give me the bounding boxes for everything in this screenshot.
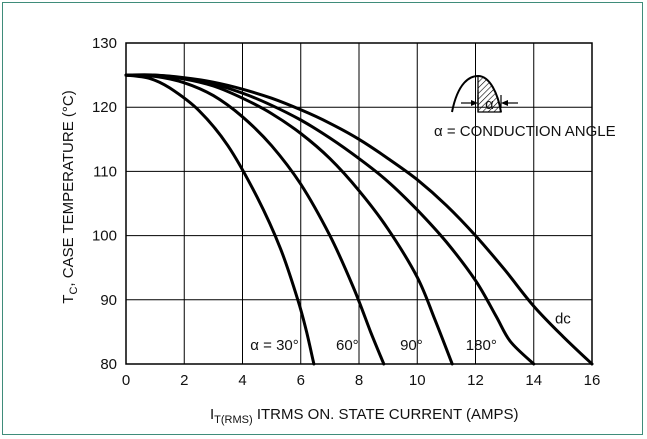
x-tick-label: 10 [409,372,426,389]
series-label-4: dc [555,311,571,328]
y-tick-label: 90 [100,292,117,309]
plot-border [125,42,593,365]
y-tick-label: 100 [92,228,117,245]
series-line-3 [124,73,536,366]
x-tick-label: 12 [467,372,484,389]
grid [125,42,593,365]
x-tick-label: 8 [355,372,363,389]
series-label-1: 60° [336,337,359,354]
series-group [124,73,594,366]
series-line-2 [124,73,454,366]
x-tick-label: 6 [297,372,305,389]
x-axis-ticks: 0 2 4 6 8 10 12 14 16 [122,372,601,389]
series-label-0: α = 30° [250,337,298,354]
y-axis-ticks: 80 90 100 110 120 130 [92,35,117,373]
conduction-angle-icon: α [451,74,518,113]
series-line-1 [124,73,386,366]
x-tick-label: 4 [238,372,246,389]
y-tick-label: 110 [93,163,117,180]
x-tick-label: 2 [180,372,188,389]
y-axis-title: TC, CASE TEMPERATURE (°C) [60,90,80,303]
annotation-conduction-angle: α = CONDUCTION ANGLE [434,123,616,140]
series-label-2: 90° [400,337,423,354]
x-tick-label: 14 [525,372,542,389]
series-line-4 [124,73,594,366]
y-tick-label: 80 [100,356,117,373]
x-tick-label: 0 [122,372,130,389]
series-label-3: 180° [466,337,497,354]
x-tick-label: 16 [584,372,601,389]
y-tick-label: 130 [92,35,117,52]
shaded-region [477,75,502,113]
series-labels: α = 30° 60° 90° 180° dc [250,311,571,354]
y-tick-label: 120 [92,99,117,116]
x-axis-title: IT(RMS) ITRMS ON. STATE CURRENT (AMPS) [210,406,519,426]
series-line-0 [124,73,316,366]
inset-alpha-label: α [485,96,494,113]
